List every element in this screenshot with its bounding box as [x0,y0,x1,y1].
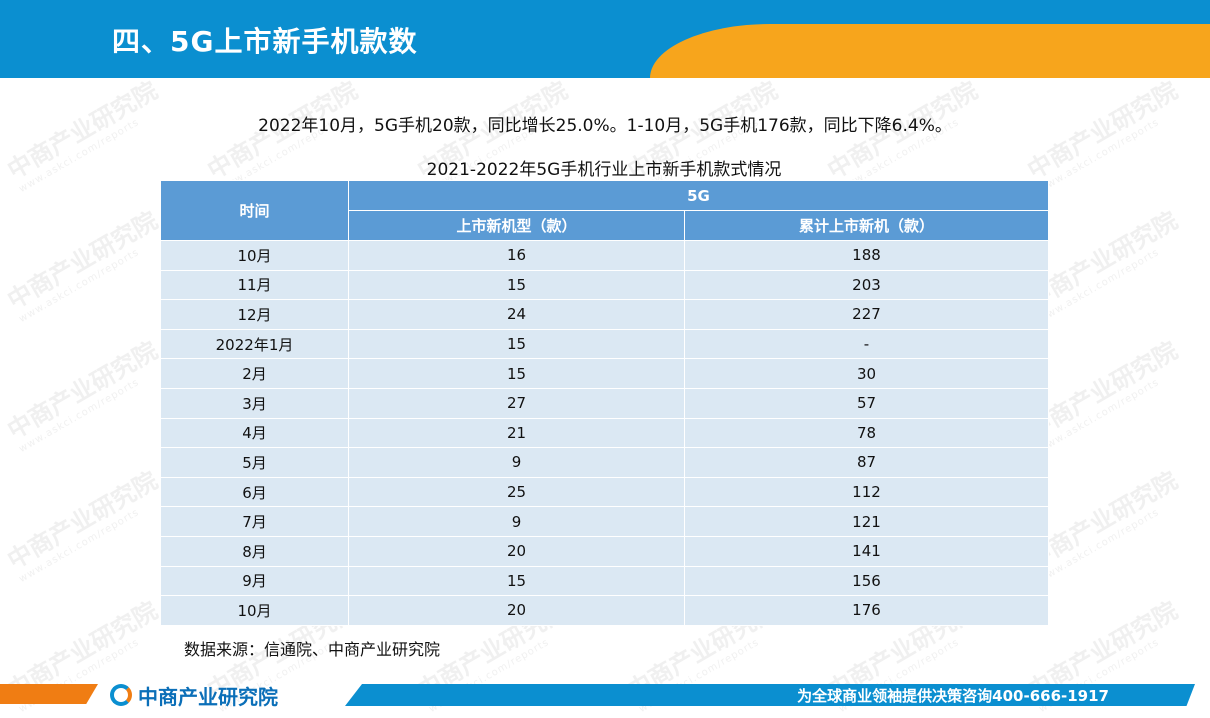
cell-new-models: 20 [348,535,685,567]
table-row: 10月 16 188 [160,240,1049,271]
watermark-url: www.askci.com/reports [17,246,142,325]
cell-new-models: 15 [348,269,685,301]
page-title: 四、5G上市新手机款数 [112,25,418,58]
logo-icon [110,684,132,706]
header-time: 时间 [160,180,349,241]
cell-cumulative: 203 [684,269,1049,301]
cell-new-models: 9 [348,447,685,478]
data-source: 数据来源：信通院、中商产业研究院 [184,640,441,659]
cell-cumulative: 30 [684,358,1049,389]
cell-new-models: 20 [348,595,685,626]
header-cumulative: 累计上市新机（款） [684,210,1049,241]
watermark-text: 中商产业研究院 [2,466,163,575]
table-row: 2月 15 30 [160,358,1049,389]
table-row: 8月 20 141 [160,535,1049,567]
table-row: 2022年1月 15- [160,328,1049,360]
footer-orange-bar [0,684,98,704]
cell-cumulative: 176 [684,595,1049,626]
cell-new-models: 25 [348,476,685,508]
table-row: 4月 21 78 [160,417,1049,449]
cell-time: 3月 [160,387,349,419]
cell-cumulative: - [684,328,1049,360]
cell-time: 6月 [160,476,349,508]
summary-text: 2022年10月，5G手机20款，同比增长25.0%。1-10月，5G手机176… [258,116,952,136]
footer-slogan: 为全球商业领袖提供决策咨询400-666-1917 [797,687,1109,705]
cell-new-models: 9 [348,506,685,537]
cell-cumulative: 188 [684,240,1049,271]
header-new-models: 上市新机型（款） [348,210,685,241]
cell-new-models: 15 [348,328,685,360]
cell-time: 2022年1月 [160,328,349,360]
cell-new-models: 27 [348,387,685,419]
cell-time: 2月 [160,358,349,389]
cell-time: 9月 [160,565,349,597]
cell-cumulative: 141 [684,535,1049,567]
cell-cumulative: 227 [684,299,1049,330]
cell-new-models: 24 [348,299,685,330]
table-body: 10月 16 188 11月 15 203 12月 24 227 2022年1月 15-2月 15 30… [160,240,1049,626]
data-table: 时间 5G 上市新机型（款） 累计上市新机（款） 10月 16 188 11月 15 20… [160,180,1049,626]
cell-time: 10月 [160,240,349,271]
cell-cumulative: 57 [684,387,1049,419]
header-orange-swoosh [650,24,1210,78]
cell-new-models: 15 [348,358,685,389]
cell-time: 8月 [160,535,349,567]
watermark-url: www.askci.com/reports [17,506,142,585]
cell-cumulative: 87 [684,447,1049,478]
cell-cumulative: 78 [684,417,1049,449]
footer-blue-bar: 为全球商业领袖提供决策咨询400-666-1917 [345,684,1195,706]
cell-time: 7月 [160,506,349,537]
table-row: 5月 9 87 [160,447,1049,478]
cell-new-models: 15 [348,565,685,597]
table-row: 11月 15 203 [160,269,1049,301]
cell-time: 4月 [160,417,349,449]
watermark-text: 中商产业研究院 [2,336,163,445]
table-row: 10月 20 176 [160,595,1049,626]
cell-cumulative: 156 [684,565,1049,597]
table-row: 3月 27 57 [160,387,1049,419]
footer-logo: 中商产业研究院 [110,682,278,709]
watermark-url: www.askci.com/reports [1037,376,1162,455]
cell-new-models: 16 [348,240,685,271]
cell-time: 11月 [160,269,349,301]
cell-new-models: 21 [348,417,685,449]
table-row: 7月 9 121 [160,506,1049,537]
watermark-url: www.askci.com/reports [17,376,142,455]
watermark-url: www.askci.com/reports [1037,246,1162,325]
header-5g: 5G [348,180,1049,211]
watermark-text: 中商产业研究院 [2,206,163,315]
table-row: 12月 24 227 [160,299,1049,330]
table-caption: 2021-2022年5G手机行业上市新手机款式情况 [426,160,782,180]
table-row: 9月 15 156 [160,565,1049,597]
cell-time: 12月 [160,299,349,330]
logo-text: 中商产业研究院 [138,684,278,709]
cell-time: 10月 [160,595,349,626]
cell-cumulative: 112 [684,476,1049,508]
cell-cumulative: 121 [684,506,1049,537]
watermark-url: www.askci.com/reports [1037,506,1162,585]
header-bar: 四、5G上市新手机款数 [0,0,1210,78]
cell-time: 5月 [160,447,349,478]
table-row: 6月 25 112 [160,476,1049,508]
